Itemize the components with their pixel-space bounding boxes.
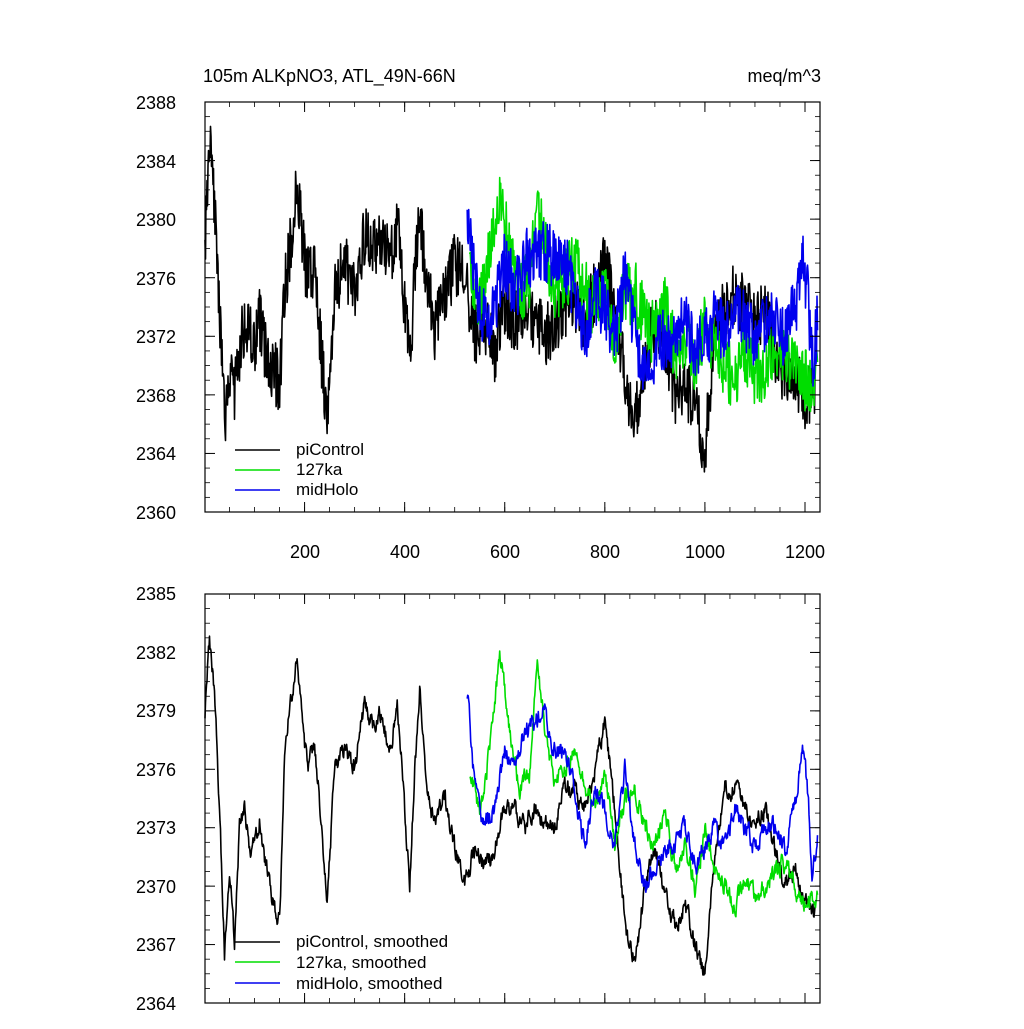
series-line-picontrol xyxy=(204,125,816,473)
y-tick-label: 2372 xyxy=(136,327,176,347)
y-tick-label: 2367 xyxy=(136,935,176,955)
y-tick-label: 2376 xyxy=(136,269,176,289)
legend-label-127ka: 127ka xyxy=(296,460,343,479)
legend-label-picontrol: piControl xyxy=(296,440,364,459)
legend-label-picontrol-smoothed: piControl, smoothed xyxy=(296,932,448,951)
series-line-127ka-smoothed xyxy=(469,650,819,918)
series-line-midholo xyxy=(466,208,819,390)
legend-label-127ka-smoothed: 127ka, smoothed xyxy=(296,953,426,972)
series-line-picontrol-smoothed xyxy=(204,635,816,976)
x-tick-label: 1200 xyxy=(785,542,825,562)
series-line-midholo-smoothed xyxy=(466,694,819,893)
x-tick-label: 400 xyxy=(390,542,420,562)
x-tick-label: 200 xyxy=(290,542,320,562)
y-tick-label: 2382 xyxy=(136,643,176,663)
y-tick-label: 2373 xyxy=(136,818,176,838)
y-tick-label: 2360 xyxy=(136,503,176,523)
x-tick-label: 600 xyxy=(490,542,520,562)
y-tick-label: 2380 xyxy=(136,210,176,230)
x-tick-label: 800 xyxy=(590,542,620,562)
chart-title: 105m ALKpNO3, ATL_49N-66N xyxy=(203,66,456,87)
legend-label-midholo: midHolo xyxy=(296,480,358,499)
y-tick-label: 2370 xyxy=(136,877,176,897)
y-tick-label: 2385 xyxy=(136,584,176,604)
y-tick-label: 2364 xyxy=(136,444,176,464)
y-tick-label: 2368 xyxy=(136,386,176,406)
x-tick-label: 1000 xyxy=(685,542,725,562)
y-tick-label: 2388 xyxy=(136,93,176,113)
chart-units-label: meq/m^3 xyxy=(748,66,821,86)
legend-label-midholo-smoothed: midHolo, smoothed xyxy=(296,974,442,993)
y-tick-label: 2376 xyxy=(136,760,176,780)
y-tick-label: 2379 xyxy=(136,701,176,721)
y-tick-label: 2384 xyxy=(136,152,176,172)
y-tick-label: 2364 xyxy=(136,994,176,1014)
